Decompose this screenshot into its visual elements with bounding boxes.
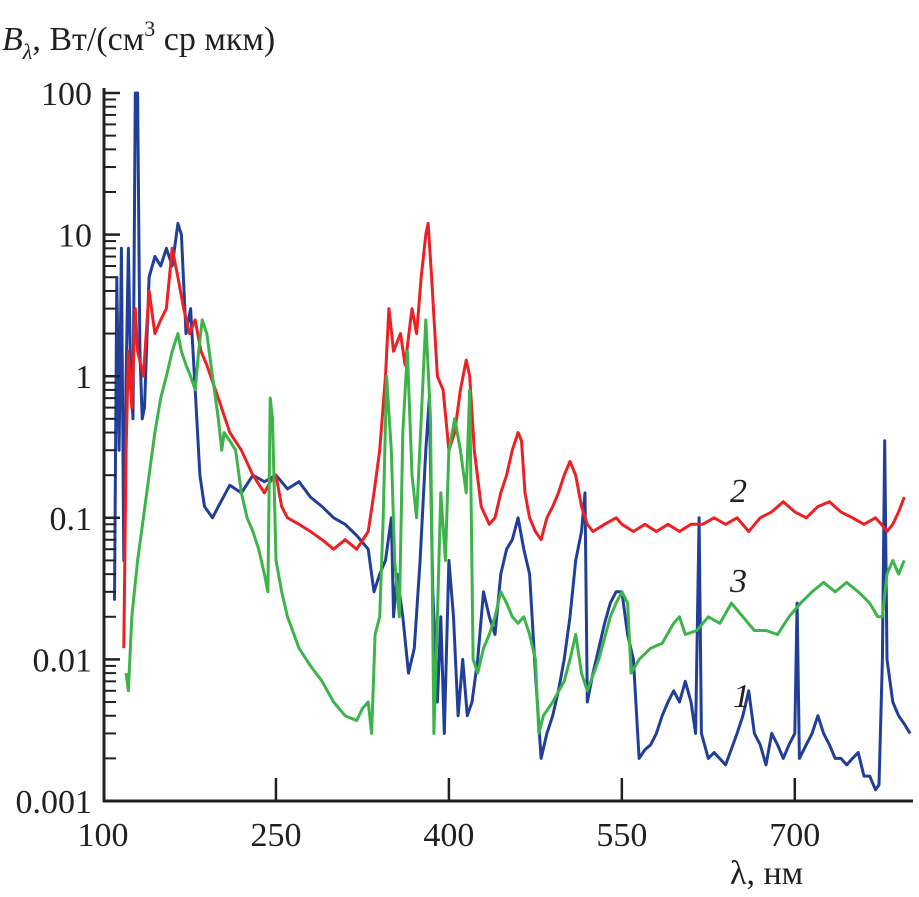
y-tick-label: 0.1	[50, 501, 93, 538]
axes-layer	[102, 88, 913, 803]
x-tick-label: 700	[769, 817, 820, 854]
y-axis-title: Bλ, Вт/(см3 ср мкм)	[2, 16, 275, 64]
series-layer	[113, 91, 912, 792]
y-tick-label: 100	[41, 76, 92, 113]
x-tick-label: 400	[423, 817, 474, 854]
curve-label-3: 3	[729, 563, 747, 600]
y-tick-label: 10	[58, 218, 92, 255]
ticks-layer: 100 250 400 550 700 100 10 1 0.1 0.01 0.001	[16, 76, 821, 854]
series-line-1	[113, 91, 912, 792]
series-line-3	[124, 318, 906, 735]
x-tick-label: 100	[78, 817, 129, 854]
series-line-2	[122, 221, 906, 649]
curve-label-1: 1	[733, 678, 750, 715]
x-tick-label: 250	[250, 817, 301, 854]
y-tick-label: 0.001	[16, 784, 93, 821]
x-axis-title: λ, нм	[730, 855, 803, 892]
y-tick-label: 0.01	[33, 642, 93, 679]
y-tick-label: 1	[75, 359, 92, 396]
curve-label-2: 2	[730, 473, 747, 510]
x-tick-label: 550	[596, 817, 647, 854]
